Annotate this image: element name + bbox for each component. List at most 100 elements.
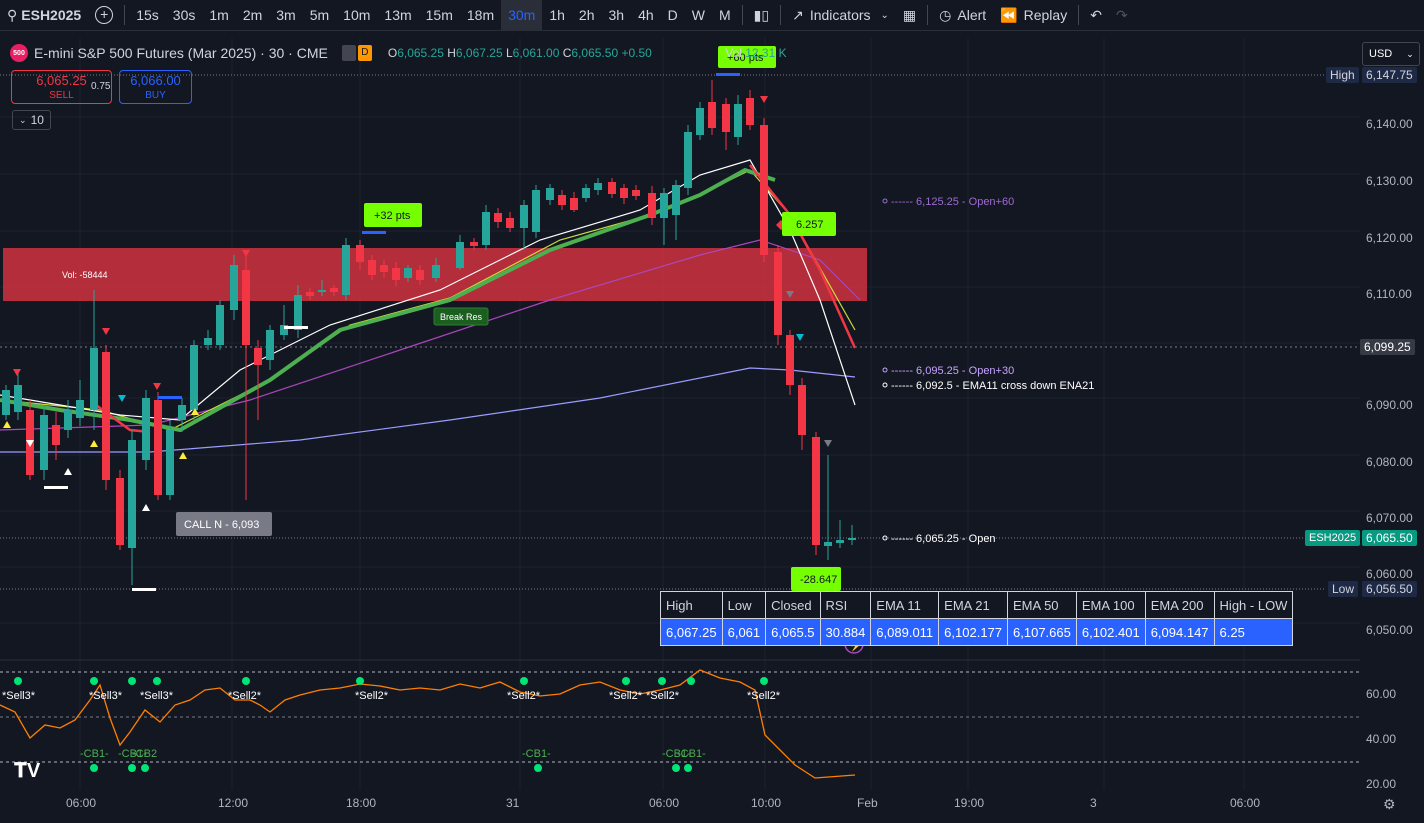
symbol-search[interactable]: ⚲ ESH2025 — [0, 0, 88, 31]
symbol-title[interactable]: E-mini S&P 500 Futures (Mar 2025) · 30 ·… — [34, 45, 328, 61]
time-tick-label: 10:00 — [751, 796, 782, 810]
sell-button[interactable]: 6,065.25 SELL — [11, 70, 112, 104]
interval-4h[interactable]: 4h — [638, 7, 654, 23]
interval-18m[interactable]: 18m — [466, 7, 495, 23]
candle-body — [128, 440, 136, 548]
es-logo-icon: 500 — [10, 44, 28, 62]
stats-value-cell: 6,065.5 — [765, 618, 821, 646]
indicators-icon: ↗ — [792, 6, 804, 23]
time-tick-label: Feb — [857, 796, 878, 810]
price-tick-label: 6,090.00 — [1366, 398, 1413, 412]
target-marker — [362, 231, 386, 234]
candle-body — [404, 268, 412, 278]
candle-body — [570, 198, 578, 210]
ema-21-line — [0, 167, 776, 433]
interval-15s[interactable]: 15s — [136, 7, 159, 23]
candle-body — [582, 188, 590, 198]
candle-body — [520, 205, 528, 228]
candle-body — [482, 212, 490, 245]
sell-signal-marker — [760, 96, 768, 103]
search-icon: ⚲ — [7, 6, 18, 23]
interval-13m[interactable]: 13m — [384, 7, 412, 23]
interval-2h[interactable]: 2h — [578, 7, 595, 23]
sell-signal-marker — [118, 395, 126, 402]
interval-D[interactable]: D — [667, 7, 678, 23]
stats-header-cell: Low — [721, 591, 767, 619]
candle-body — [216, 305, 224, 345]
interval-1m[interactable]: 1m — [209, 7, 229, 23]
candle-body — [696, 108, 704, 135]
rsi-cb-label: -CB1- — [80, 748, 109, 760]
compare-button[interactable]: + — [88, 0, 120, 31]
rsi-cb-label: -CB2 — [132, 748, 157, 760]
alert-button[interactable]: ◷ Alert — [932, 0, 993, 31]
undo-icon: ↶ — [1090, 6, 1102, 23]
spread-value: 0.75 — [91, 81, 111, 92]
buy-button[interactable]: 6,066.00 BUY — [119, 70, 192, 104]
price-chart[interactable]: Vol: -58444 Break Res +32 pts +60 pts -2… — [0, 32, 1424, 823]
level-open: ------ 6,065.25 - Open — [891, 533, 996, 545]
interval-2m[interactable]: 2m — [242, 7, 263, 23]
interval-M[interactable]: M — [719, 7, 731, 23]
candle-body — [708, 102, 716, 128]
chevron-down-icon: ⌄ — [19, 114, 27, 125]
time-tick-label: 3 — [1090, 796, 1097, 810]
interval-3h[interactable]: 3h — [608, 7, 625, 23]
price-tick-label: 6,070.00 — [1366, 511, 1413, 525]
pts-neg-label: -28.647 — [800, 574, 837, 586]
candle-body — [416, 270, 424, 280]
redo-button[interactable]: ↷ — [1109, 0, 1135, 31]
interval-30m[interactable]: 30m — [501, 0, 543, 31]
alert-label: Alert — [957, 7, 987, 23]
interval-W[interactable]: W — [691, 7, 705, 23]
interval-30s[interactable]: 30s — [172, 7, 196, 23]
currency-select[interactable]: USD ⌄ — [1362, 42, 1420, 66]
rsi-sell-label: *Sell3* — [2, 690, 36, 702]
candle-body — [2, 390, 10, 415]
eye-icon — [341, 45, 356, 61]
candle-body — [456, 242, 464, 268]
buy-signal-marker — [3, 421, 11, 428]
price-tick-label: 6,140.00 — [1366, 117, 1413, 131]
candle-body — [380, 265, 388, 272]
stats-header-cell: High - LOW — [1213, 591, 1294, 619]
top-toolbar: ⚲ ESH2025 + 15s 30s 1m 2m 3m 5m 10m 13m 15m 18m 30… — [0, 0, 1424, 31]
rsi-sell-label: *Sell2* — [355, 690, 389, 702]
sell-signal-marker — [824, 440, 832, 447]
interval-15m[interactable]: 15m — [425, 7, 453, 23]
candle-body — [142, 398, 150, 460]
alarm-clock-icon: ◷ — [939, 6, 952, 23]
rsi-cb-label: -CB1- — [677, 748, 706, 760]
rsi-sell-label: *Sell2* — [747, 690, 781, 702]
interval-5m[interactable]: 5m — [309, 7, 330, 23]
level-open-dot — [882, 535, 888, 541]
rsi-sell-label: *Sell2* — [609, 690, 643, 702]
sell-signal-marker — [153, 383, 161, 390]
interval-list: 15s 30s 1m 2m 3m 5m 10m 13m 15m 18m 30m 1h 2h 3h 4h D W M — [129, 0, 737, 31]
candle-body — [836, 540, 844, 543]
replay-button[interactable]: ⏪ Replay — [993, 0, 1074, 31]
interval-10m[interactable]: 10m — [343, 7, 371, 23]
call-badge[interactable] — [176, 512, 272, 536]
indicators-button[interactable]: ↗ Indicators ⌄ — [785, 0, 896, 31]
signal-markers — [3, 73, 832, 591]
undo-button[interactable]: ↶ — [1083, 0, 1109, 31]
interval-3m[interactable]: 3m — [276, 7, 296, 23]
stats-header-cell: Closed — [765, 591, 821, 619]
rsi-cb-label: -CB1- — [522, 748, 551, 760]
last-price-tag: 6,065.50 — [1362, 530, 1417, 546]
candle-body — [470, 242, 478, 246]
interval-1h[interactable]: 1h — [549, 7, 565, 23]
candle-body — [594, 183, 602, 190]
quantity-selector[interactable]: ⌄ 10 — [12, 110, 51, 130]
chart-type-button[interactable]: ▮▯ — [747, 0, 776, 31]
stop-marker — [132, 588, 156, 591]
layouts-button[interactable]: ▦ — [896, 0, 923, 31]
trend-down-line — [749, 164, 857, 349]
stats-value-cell: 6,094.147 — [1144, 618, 1215, 646]
settings-icon[interactable]: ⚙ — [1383, 796, 1396, 812]
candle-body — [648, 193, 656, 218]
high-label-tag: High — [1326, 67, 1359, 83]
ohlc-values: O6,065.25 H6,067.25 L6,061.00 C6,065.50 … — [387, 46, 787, 60]
level-ema: ------ 6,092.5 - EMA11 cross down ENA21 — [891, 380, 1094, 392]
